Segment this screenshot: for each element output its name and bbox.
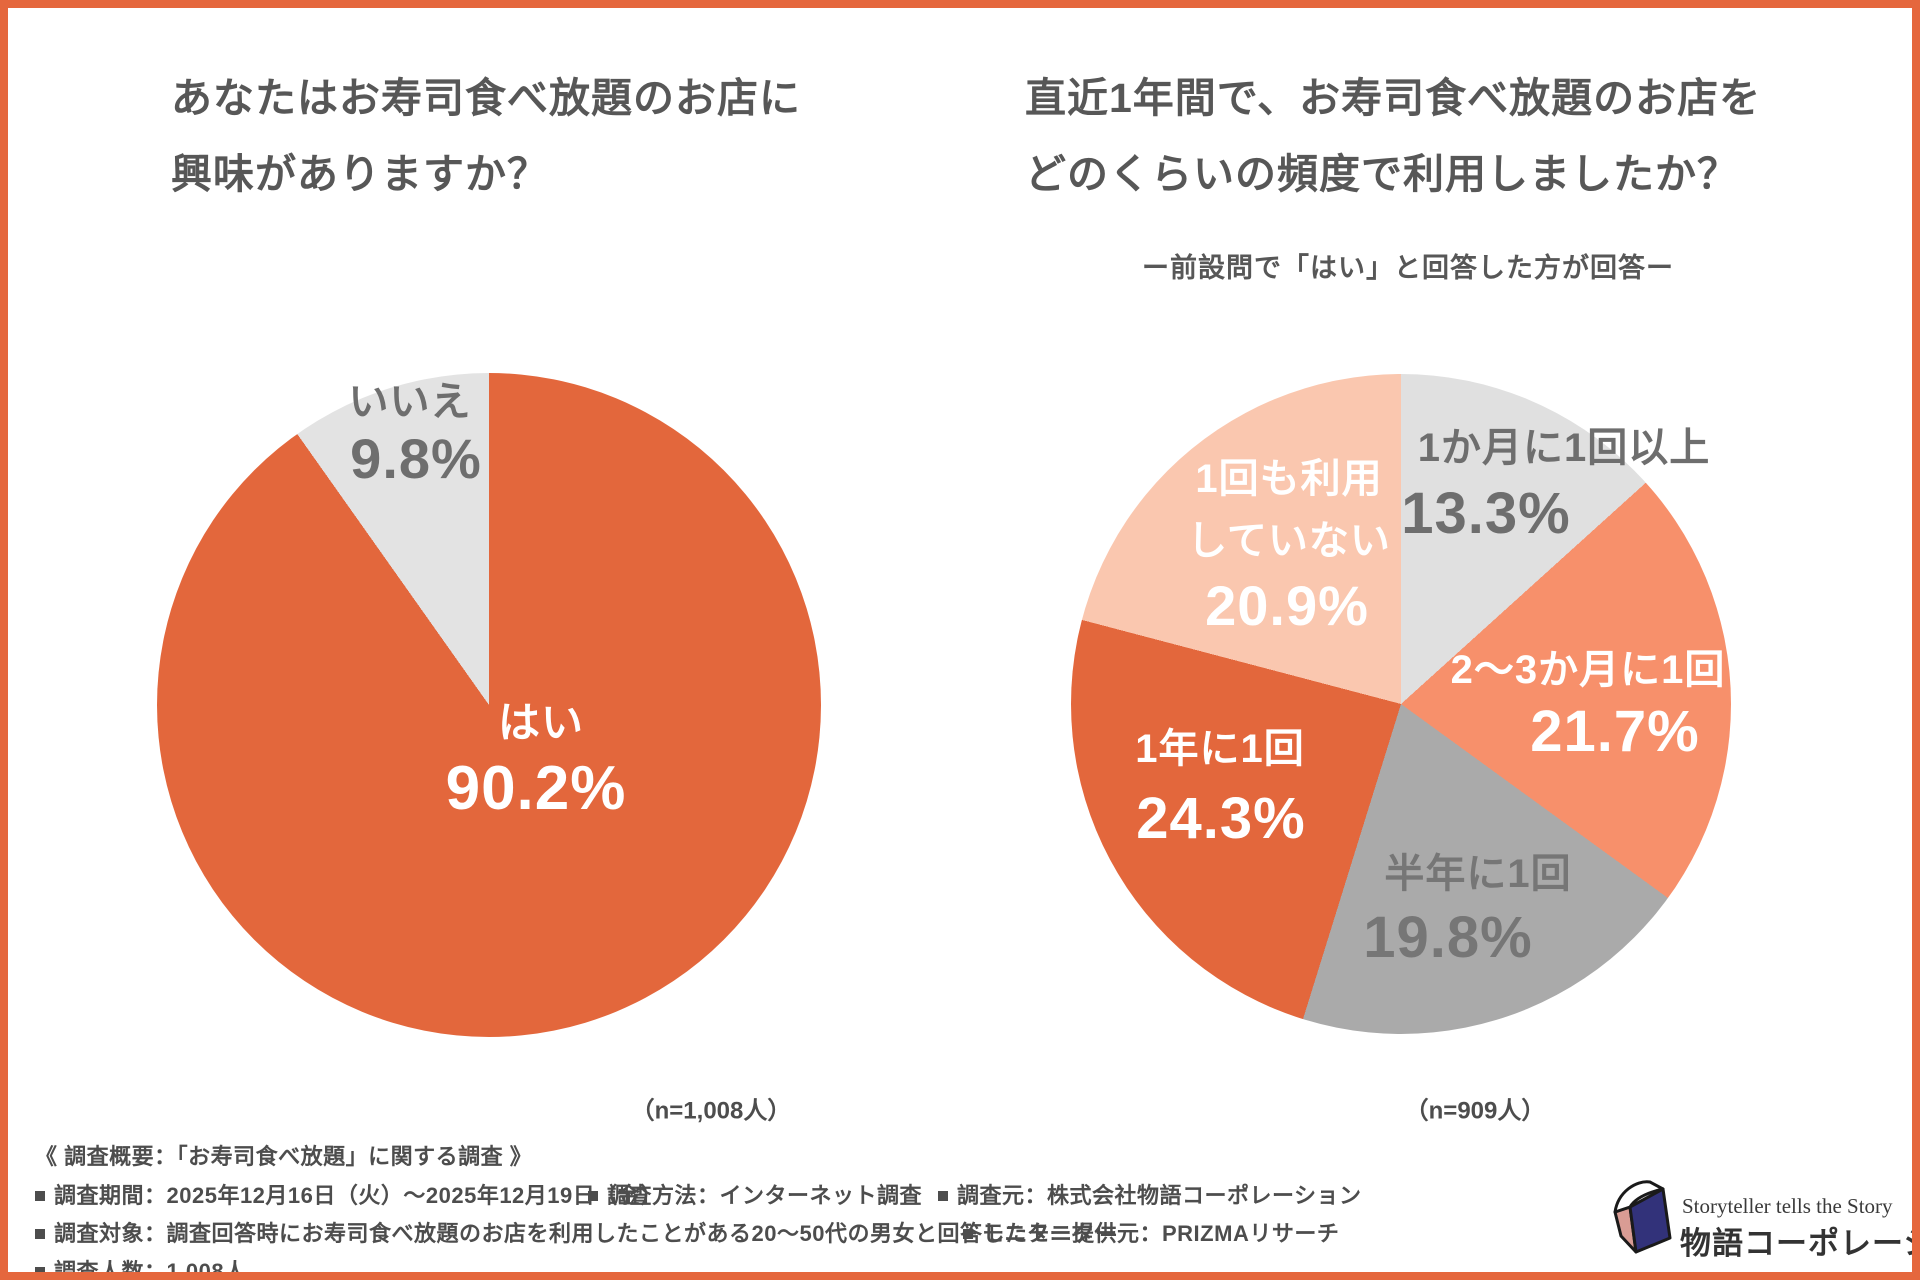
pie-chart-frequency xyxy=(1071,374,1731,1034)
slice-pct-yearly: 24.3% xyxy=(1136,786,1306,851)
slice-label-never-line1: 1回も利用 xyxy=(1195,457,1383,501)
left-title-line1: あなたはお寿司食べ放題のお店に xyxy=(171,75,801,121)
slice-pct-bimonthly: 21.7% xyxy=(1530,699,1700,764)
survey-target-text: 調査対象：調査回答時にお寿司食べ放題のお店を利用したことがある20〜50代の男女… xyxy=(54,1221,1118,1246)
logo-tagline: Storyteller tells the Story xyxy=(1682,1194,1893,1218)
slice-pct-halfyear: 19.8% xyxy=(1363,905,1533,970)
survey-period: 調査期間：2025年12月16日（火）〜2025年12月19日（金） xyxy=(35,1178,663,1210)
survey-method-text: 調査方法：インターネット調査 xyxy=(607,1183,923,1208)
slice-label-halfyear: 半年に1回 xyxy=(1384,852,1572,896)
survey-method: 調査方法：インターネット調査 xyxy=(588,1178,922,1210)
survey-source: 調査元：株式会社物語コーポレーション xyxy=(938,1178,1362,1210)
pie-chart-interest xyxy=(157,373,821,1037)
survey-source-text: 調査元：株式会社物語コーポレーション xyxy=(957,1183,1362,1208)
right-chart-title: 直近1年間で、お寿司食べ放題のお店を どのくらいの頻度で利用しましたか？ xyxy=(1025,60,1761,212)
slice-pct-yes: 90.2% xyxy=(445,754,627,823)
survey-monitor-provider-text: モニター提供元：PRIZMAリサーチ xyxy=(982,1221,1340,1246)
slice-label-yearly: 1年に1回 xyxy=(1135,727,1305,771)
slice-label-bimonthly: 2〜3か月に1回 xyxy=(1450,648,1726,692)
slice-label-monthly: 1か月に1回以上 xyxy=(1417,426,1711,470)
logo-company-name: 物語コーポレーション xyxy=(1680,1226,1912,1261)
slice-pct-monthly: 13.3% xyxy=(1401,481,1571,546)
left-sample-size: （n=1,008人） xyxy=(630,1097,792,1125)
slice-label-no: いいえ xyxy=(348,380,472,424)
survey-target: 調査対象：調査回答時にお寿司食べ放題のお店を利用したことがある20〜50代の男女… xyxy=(35,1216,1117,1248)
right-chart-subtitle: ー前設問で「はい」と回答した方が回答ー xyxy=(1142,253,1674,283)
survey-respondents: 調査人数：1,008人 xyxy=(35,1254,247,1280)
slice-pct-never: 20.9% xyxy=(1205,574,1369,637)
left-chart-title: あなたはお寿司食べ放題のお店に 興味がありますか？ xyxy=(171,60,801,212)
slice-label-never-line2: していない xyxy=(1187,519,1391,563)
right-title-line1: 直近1年間で、お寿司食べ放題のお店を xyxy=(1025,75,1762,121)
survey-period-text: 調査期間：2025年12月16日（火）〜2025年12月19日（金） xyxy=(54,1183,663,1208)
survey-monitor-provider: モニター提供元：PRIZMAリサーチ xyxy=(963,1216,1339,1248)
survey-overview-heading: 《 調査概要：「お寿司食べ放題」に関する調査 》 xyxy=(35,1144,533,1169)
left-title-line2: 興味がありますか？ xyxy=(171,151,549,197)
book-logo-icon xyxy=(1613,1180,1672,1254)
slice-label-yes: はい xyxy=(497,699,585,746)
right-sample-size: （n=909人） xyxy=(1404,1097,1546,1125)
right-title-line2: どのくらいの頻度で利用しましたか？ xyxy=(1025,151,1739,197)
survey-respondents-text: 調査人数：1,008人 xyxy=(54,1259,247,1280)
slice-pct-no: 9.8% xyxy=(350,427,482,490)
